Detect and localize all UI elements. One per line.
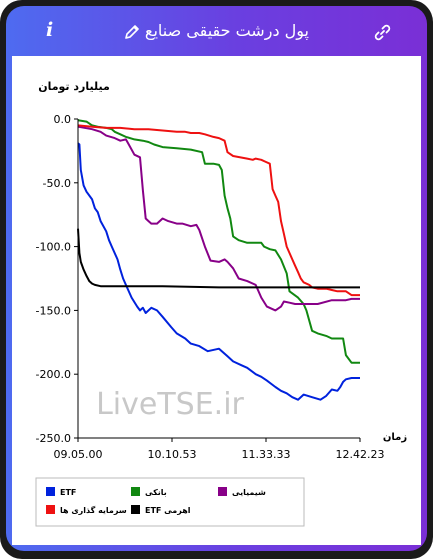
legend-swatch <box>131 505 140 514</box>
legend-label: شیمیایی <box>232 488 266 497</box>
y-tick-label: -150.0 <box>36 304 71 317</box>
pencil-icon[interactable] <box>124 24 140 40</box>
legend-label: ETF <box>60 488 76 497</box>
series-line <box>77 228 360 289</box>
y-tick-label: -200.0 <box>36 368 71 381</box>
legend: ETF بانکی شیمیایی سرمایه گذاری ها ETF اهرمی <box>35 477 305 527</box>
series-line <box>77 125 360 312</box>
info-icon[interactable]: i <box>46 19 54 41</box>
y-axis-label: میلیارد تومان <box>38 80 110 93</box>
legend-label: سرمایه گذاری ها <box>60 505 127 515</box>
y-tick-label: 0.0 <box>54 113 72 126</box>
y-tick-label: -250.0 <box>36 432 71 445</box>
chart-panel: میلیارد تومان LiveTSE.ir 0.0 -50.0 -100.0 -… <box>12 56 421 545</box>
legend-label: ETF اهرمی <box>145 506 191 515</box>
legend-swatch <box>218 487 227 496</box>
legend-label: بانکی <box>145 488 167 497</box>
x-tick-label: 11.33.33 <box>242 448 291 461</box>
legend-swatch <box>131 487 140 496</box>
chart: میلیارد تومان LiveTSE.ir 0.0 -50.0 -100.0 -… <box>35 80 407 527</box>
x-tick-label: 12.42.23 <box>336 448 385 461</box>
x-tick-label: 10.10.53 <box>148 448 197 461</box>
series-line <box>77 119 360 364</box>
y-tick-label: -50.0 <box>43 177 71 190</box>
page-title: پول درشت حقیقی صنایع <box>144 21 309 40</box>
series-line <box>77 142 360 401</box>
x-axis-label: زمان <box>383 432 407 443</box>
legend-swatch <box>46 505 55 514</box>
link-icon[interactable] <box>374 24 391 41</box>
card-header: i پول درشت حقیقی صنایع <box>6 6 427 56</box>
y-tick-label: -100.0 <box>36 241 71 254</box>
watermark: LiveTSE.ir <box>96 387 244 422</box>
card: i پول درشت حقیقی صنایع میلیارد تومان Liv… <box>6 6 427 551</box>
x-tick-label: 09.05.00 <box>54 448 103 461</box>
legend-swatch <box>46 487 55 496</box>
